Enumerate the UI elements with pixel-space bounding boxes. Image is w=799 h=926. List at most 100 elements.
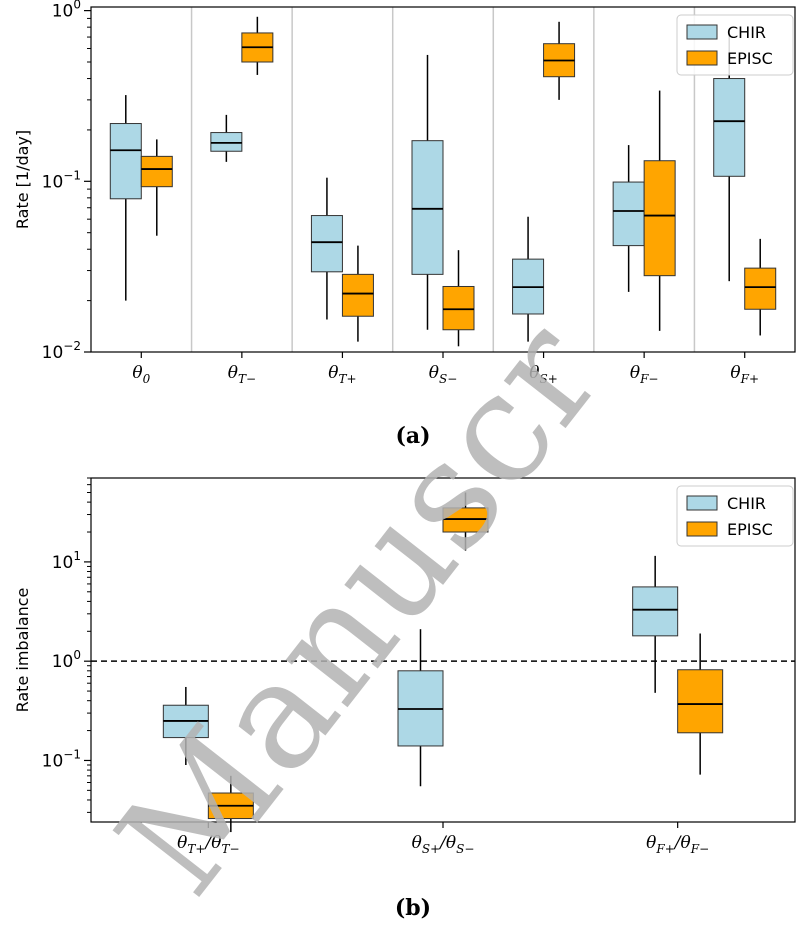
legend-swatch-chir — [686, 495, 718, 511]
y-tick-exp: 0 — [73, 648, 81, 662]
x-tick-label-main: θ — [228, 363, 238, 383]
legend-label-chir: CHIR — [727, 494, 766, 513]
x-tick-num-sub: S+ — [422, 842, 440, 856]
x-tick-label: θS− — [429, 363, 458, 386]
box-chir-0 — [162, 686, 209, 766]
y-tick-base: 10 — [42, 751, 64, 771]
box-iqr — [210, 132, 243, 152]
x-tick-label: θF+ — [730, 363, 759, 386]
x-tick-label-sub: S− — [439, 372, 457, 386]
box-iqr — [140, 155, 173, 188]
legend-swatch-episc — [686, 50, 718, 66]
box-chir-5 — [612, 145, 645, 292]
box-episc-5 — [643, 90, 676, 331]
box-iqr — [442, 285, 475, 331]
box-iqr — [677, 669, 724, 734]
box-iqr — [643, 160, 676, 277]
box-iqr — [411, 140, 444, 275]
box-chir-2 — [632, 555, 679, 693]
legend-label-chir: CHIR — [727, 23, 766, 42]
x-tick-num-main: θ — [412, 833, 422, 853]
x-tick-num-main: θ — [646, 833, 656, 853]
watermark-text: Manuscr — [85, 291, 634, 925]
x-tick-den-main: θ — [681, 833, 691, 853]
x-tick-label-main: θ — [630, 363, 640, 383]
x-tick-label: θT+/θT− — [177, 833, 239, 856]
x-tick-num-sub: F+ — [655, 842, 674, 856]
box-chir-6 — [713, 34, 746, 282]
x-tick-label-sub: T− — [238, 372, 256, 386]
box-iqr — [341, 273, 374, 317]
y-tick-exp: 0 — [73, 0, 81, 12]
y-tick-base: 10 — [52, 553, 74, 573]
box-iqr — [109, 123, 142, 200]
x-tick-den-main: θ — [211, 833, 221, 853]
x-tick-slash: / — [203, 833, 213, 853]
x-tick-label: θT− — [228, 363, 256, 386]
box-iqr — [310, 215, 343, 273]
y-tick-base: 10 — [42, 172, 64, 192]
y-axis-title: Rate imbalance — [13, 588, 32, 713]
x-tick-label-sub: F− — [639, 372, 658, 386]
x-tick-slash: / — [673, 833, 683, 853]
x-tick-label-main: θ — [328, 363, 338, 383]
box-iqr — [612, 181, 645, 247]
x-tick-slash: / — [438, 833, 448, 853]
x-tick-den-sub: S− — [456, 842, 474, 856]
x-tick-den-sub: T− — [221, 842, 239, 856]
x-tick-label: θF− — [630, 363, 659, 386]
y-tick-label: 10−1 — [42, 747, 81, 771]
y-tick-base: 10 — [42, 343, 64, 363]
box-iqr — [632, 586, 679, 637]
x-tick-label: θF+/θF− — [646, 833, 709, 856]
x-tick-num-sub: T+ — [187, 842, 205, 856]
x-tick-label-main: θ — [529, 363, 539, 383]
legend-swatch-chir — [686, 24, 718, 40]
x-tick-label: θS+/θS− — [412, 833, 475, 856]
panel-label: (a) — [395, 423, 430, 449]
x-tick-num-main: θ — [177, 833, 187, 853]
box-episc-1 — [241, 16, 274, 75]
legend: CHIR EPISC — [676, 14, 794, 76]
y-tick-label: 100 — [52, 648, 81, 672]
legend: CHIR EPISC — [676, 485, 794, 547]
y-tick-base: 10 — [52, 2, 74, 22]
box-chir-1 — [210, 114, 243, 162]
y-tick-label: 101 — [52, 549, 81, 573]
x-tick-label-main: θ — [429, 363, 439, 383]
box-episc-1 — [442, 492, 489, 551]
y-tick-exp: 1 — [73, 549, 81, 563]
panel-label: (b) — [395, 895, 431, 921]
box-episc-0 — [207, 775, 254, 833]
box-episc-4 — [543, 21, 576, 100]
y-tick-label: 100 — [52, 0, 81, 22]
y-tick-exp: −1 — [63, 747, 81, 761]
box-chir-2 — [310, 177, 343, 320]
x-tick-label: θT+ — [328, 363, 356, 386]
y-axis-title: Rate [1/day] — [13, 130, 32, 229]
box-chir-1 — [397, 629, 444, 787]
y-tick-label: 10−1 — [42, 168, 81, 192]
box-episc-3 — [442, 250, 475, 347]
box-episc-0 — [140, 139, 173, 236]
legend-label-episc: EPISC — [727, 520, 773, 539]
box-episc-2 — [341, 245, 374, 342]
box-iqr — [744, 267, 777, 310]
box-chir-0 — [109, 95, 142, 301]
y-tick-label: 10−2 — [42, 339, 81, 363]
x-tick-den-sub: F− — [690, 842, 709, 856]
x-tick-label-main: θ — [132, 363, 142, 383]
x-tick-label-main: θ — [730, 363, 740, 383]
x-tick-label-sub: F+ — [740, 372, 759, 386]
box-episc-2 — [677, 633, 724, 775]
x-tick-label: θS+ — [529, 363, 558, 386]
x-tick-den-main: θ — [446, 833, 456, 853]
x-tick-label-sub: S+ — [540, 372, 558, 386]
y-tick-exp: −1 — [63, 168, 81, 182]
legend-swatch-episc — [686, 521, 718, 537]
x-tick-label: θ0 — [132, 363, 150, 386]
y-tick-exp: −2 — [63, 339, 81, 353]
x-tick-label-sub: 0 — [143, 372, 151, 386]
